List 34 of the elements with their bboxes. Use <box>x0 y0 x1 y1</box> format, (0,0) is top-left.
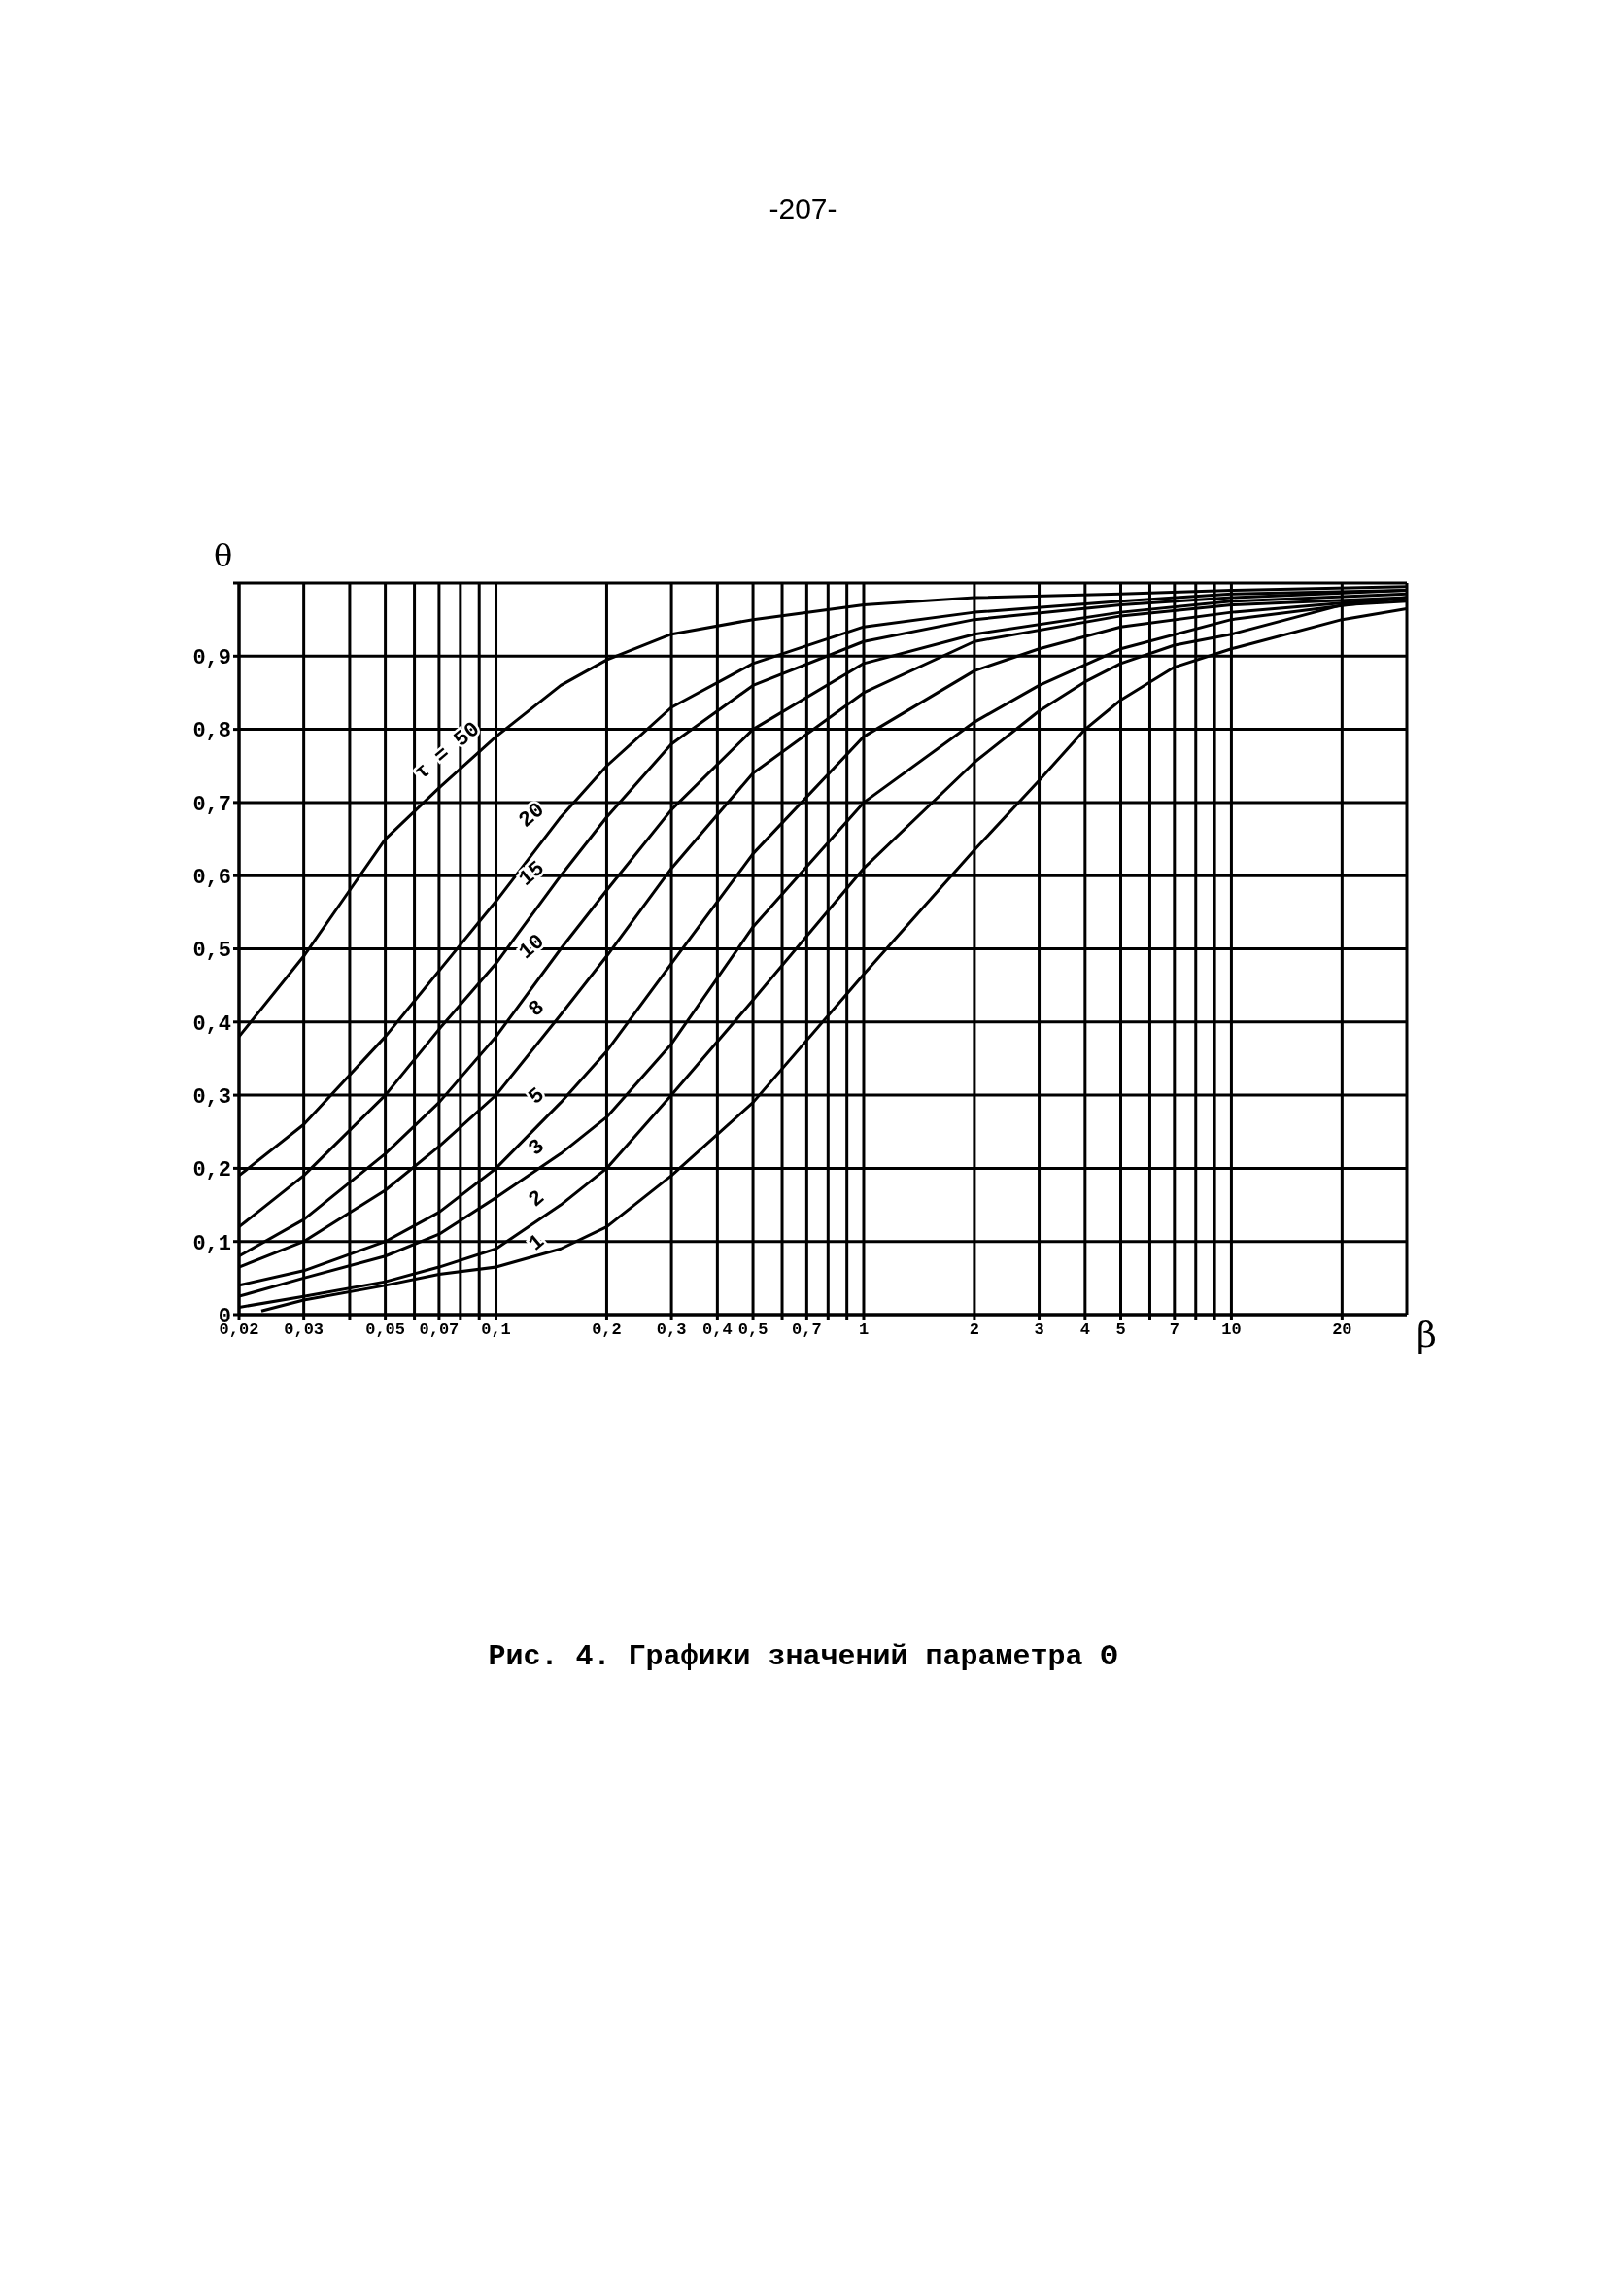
y-tick-label: 0,7 <box>192 792 231 817</box>
x-tick-label: 10 <box>1221 1320 1242 1340</box>
y-tick-label: 0,2 <box>192 1158 231 1183</box>
x-tick-label: 0,2 <box>592 1320 622 1340</box>
y-tick-label: 0,5 <box>192 939 231 964</box>
y-tick-label: 0,3 <box>192 1084 231 1110</box>
text: 8 <box>524 995 550 1023</box>
text: -207- <box>768 192 838 225</box>
y-tick-label: 0,6 <box>192 866 231 891</box>
y-tick-label: 0,4 <box>192 1011 231 1037</box>
x-tick-label: 7 <box>1169 1320 1179 1340</box>
x-tick-label: 0,03 <box>284 1320 325 1340</box>
x-tick-label: 0,7 <box>792 1320 822 1340</box>
x-axis-title: β <box>1417 1315 1437 1354</box>
x-tick-label: 2 <box>969 1320 980 1340</box>
y-tick-label: 0,1 <box>192 1231 231 1256</box>
x-tick-label: 5 <box>1115 1320 1126 1340</box>
x-tick-label: 3 <box>1034 1320 1044 1340</box>
x-tick-label: 0,5 <box>737 1320 769 1340</box>
y-axis-title: θ <box>214 537 233 574</box>
x-tick-label: 0,3 <box>656 1320 687 1340</box>
text: 3 <box>524 1134 550 1162</box>
x-tick-label: 4 <box>1079 1320 1090 1340</box>
text: Рис. 4. Графики значений параметра Θ <box>487 1640 1119 1673</box>
x-tick-label: 0,07 <box>419 1320 460 1340</box>
text: 20 <box>514 798 550 834</box>
x-tick-label: 0,05 <box>365 1320 406 1340</box>
x-tick-label: 0,4 <box>702 1320 733 1340</box>
text: 2 <box>524 1185 550 1213</box>
y-tick-label: 0,8 <box>192 719 231 744</box>
x-tick-label: 20 <box>1332 1320 1352 1340</box>
x-tick-label: 1 <box>858 1320 870 1340</box>
y-tick-label: 0,9 <box>192 646 231 671</box>
x-tick-label: 0,1 <box>481 1320 511 1340</box>
